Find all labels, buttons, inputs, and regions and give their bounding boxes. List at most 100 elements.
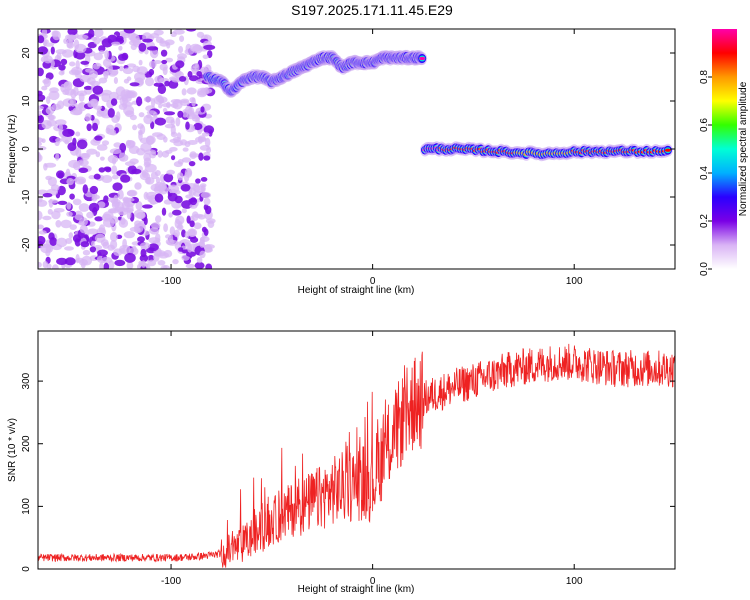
noise-blob bbox=[60, 219, 72, 229]
noise-blob bbox=[129, 226, 141, 232]
noise-blob bbox=[117, 53, 128, 61]
noise-blob bbox=[203, 125, 215, 135]
noise-blob bbox=[38, 146, 47, 151]
noise-blob bbox=[84, 113, 92, 122]
noise-blob bbox=[67, 29, 78, 36]
noise-blob bbox=[172, 209, 182, 216]
noise-blob bbox=[189, 97, 196, 103]
noise-blob bbox=[182, 147, 189, 152]
noise-blob bbox=[189, 153, 201, 158]
y-tick-label: -20 bbox=[21, 237, 32, 252]
noise-blob bbox=[69, 193, 75, 200]
noise-blob bbox=[178, 76, 187, 82]
noise-blob bbox=[75, 131, 81, 137]
noise-blob bbox=[68, 159, 81, 169]
noise-blob bbox=[41, 85, 48, 91]
noise-blob bbox=[165, 234, 171, 239]
noise-blob bbox=[112, 201, 121, 207]
noise-blob bbox=[38, 230, 47, 235]
noise-blob bbox=[70, 109, 83, 116]
noise-blob bbox=[207, 220, 215, 228]
noise-blob bbox=[187, 244, 193, 253]
noise-blob bbox=[205, 263, 213, 269]
noise-blob bbox=[100, 156, 105, 161]
noise-blob bbox=[74, 210, 84, 221]
noise-blob bbox=[194, 261, 205, 269]
noise-blob bbox=[101, 175, 113, 183]
noise-blob bbox=[203, 197, 211, 206]
noise-blob bbox=[170, 99, 183, 104]
noise-blob bbox=[38, 114, 44, 124]
noise-blob bbox=[62, 128, 74, 137]
noise-blob bbox=[56, 170, 65, 179]
noise-blob bbox=[155, 233, 161, 242]
noise-blob bbox=[200, 191, 212, 199]
noise-blob bbox=[143, 96, 153, 103]
noise-blob bbox=[163, 223, 169, 233]
noise-blob bbox=[126, 261, 134, 269]
y-tick-label: 200 bbox=[21, 435, 32, 452]
colorbar: 0.0 0.2 0.4 0.6 0.8 Normalized spectral ampl… bbox=[699, 29, 749, 276]
noise-blob bbox=[175, 117, 181, 127]
noise-blob bbox=[88, 29, 95, 39]
noise-blob bbox=[158, 103, 163, 109]
noise-blob bbox=[47, 208, 53, 215]
noise-blob bbox=[75, 254, 80, 264]
noise-blob bbox=[145, 77, 154, 87]
noise-blob bbox=[56, 257, 68, 265]
noise-blob bbox=[116, 111, 121, 121]
noise-blob bbox=[166, 42, 171, 49]
noise-blob bbox=[86, 148, 98, 155]
noise-blob bbox=[137, 212, 145, 220]
noise-blob bbox=[161, 59, 168, 65]
noise-blob bbox=[126, 76, 132, 81]
noise-blob bbox=[177, 172, 184, 181]
noise-blob bbox=[43, 42, 55, 47]
noise-blob bbox=[192, 63, 199, 69]
noise-blob bbox=[150, 183, 162, 192]
noise-blob bbox=[126, 190, 137, 197]
noise-blob bbox=[181, 88, 187, 96]
noise-blob bbox=[200, 177, 208, 182]
x-tick-label: 0 bbox=[370, 276, 376, 287]
noise-blob bbox=[110, 232, 118, 242]
noise-blob bbox=[163, 111, 176, 116]
noise-blob bbox=[38, 94, 46, 102]
noise-blob bbox=[101, 92, 111, 103]
noise-blob bbox=[90, 98, 99, 107]
noise-blob bbox=[115, 35, 124, 42]
noise-blob bbox=[42, 193, 53, 198]
noise-blob bbox=[52, 264, 59, 269]
noise-blob bbox=[110, 98, 118, 106]
x-tick-label: -100 bbox=[161, 576, 181, 587]
noise-blob bbox=[78, 153, 91, 158]
snr-panel: -100 0 100 0 100 200 300 Height of straight li… bbox=[7, 330, 676, 595]
noise-blob bbox=[137, 236, 145, 243]
noise-blob bbox=[193, 222, 202, 230]
noise-blob bbox=[142, 38, 153, 43]
noise-blob bbox=[108, 260, 115, 269]
noise-blob bbox=[117, 189, 124, 200]
noise-blob bbox=[90, 36, 98, 41]
colorbar-ticks: 0.0 0.2 0.4 0.6 0.8 bbox=[699, 70, 712, 276]
noise-blob bbox=[162, 265, 168, 269]
noise-blob bbox=[122, 67, 134, 75]
noise-blob bbox=[78, 203, 90, 212]
spectrogram-xlabel: Height of straight line (km) bbox=[298, 285, 415, 296]
noise-blob bbox=[45, 106, 55, 115]
noise-blob bbox=[83, 85, 93, 90]
noise-blob bbox=[171, 155, 176, 161]
noise-blob bbox=[69, 61, 76, 67]
noise-blob bbox=[102, 70, 110, 77]
noise-blob bbox=[122, 208, 134, 213]
noise-blob bbox=[123, 29, 136, 34]
noise-blob bbox=[184, 231, 190, 239]
colorbar-label: Normalized spectral amplitude bbox=[738, 81, 749, 216]
noise-blob bbox=[157, 260, 166, 266]
noise-blob bbox=[146, 114, 152, 119]
colorbar-tick-label: 0.8 bbox=[699, 70, 710, 84]
noise-blob bbox=[89, 185, 99, 195]
spectrogram-marks bbox=[38, 29, 673, 269]
noise-blob bbox=[148, 60, 157, 68]
noise-blob bbox=[129, 82, 140, 87]
